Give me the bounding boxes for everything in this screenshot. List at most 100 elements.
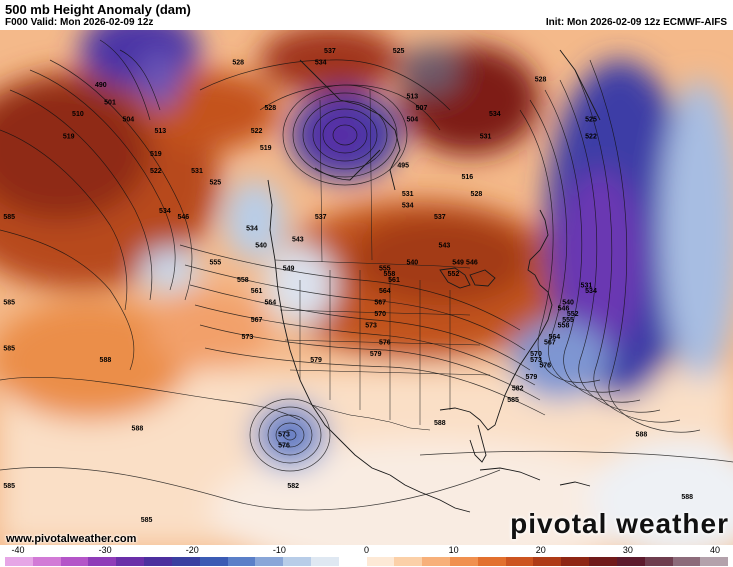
contour-label: 531 <box>402 191 414 198</box>
colorbar-cell <box>505 557 534 566</box>
colorbar-cell <box>533 557 562 566</box>
contour-label: 531 <box>191 168 203 175</box>
contour-label: 522 <box>251 128 263 135</box>
contour-label: 525 <box>585 117 597 124</box>
colorbar-cell <box>700 557 729 566</box>
contour-label: 573 <box>365 323 377 330</box>
contour-label: 585 <box>141 517 153 524</box>
colorbar: -40 -30 -20 -10 0 10 20 30 40 <box>0 545 733 567</box>
contour-label: 534 <box>585 288 597 295</box>
brand-logo: pivotal weather <box>510 508 729 539</box>
contour-label: 564 <box>264 300 276 307</box>
colorbar-cell <box>60 557 89 566</box>
colorbar-cell <box>450 557 478 566</box>
contour-label: 546 <box>558 305 570 312</box>
colorbar-tick-label: -30 <box>98 545 112 555</box>
colorbar-tick-label: -10 <box>272 545 286 555</box>
contour-label: 588 <box>132 426 144 433</box>
contour-label: 519 <box>63 134 75 141</box>
contour-label: 543 <box>292 237 304 244</box>
contour-label: 537 <box>434 214 446 221</box>
contour-label: 585 <box>3 483 15 490</box>
contour-label: 558 <box>384 271 396 278</box>
colorbar-tick-label: -20 <box>185 545 199 555</box>
contour-label: 585 <box>3 345 15 352</box>
contour-label: 504 <box>406 117 418 124</box>
contour-label: 585 <box>3 214 15 221</box>
contour-label: 567 <box>374 300 386 307</box>
contour-label: 573 <box>530 357 542 364</box>
contour-label: 567 <box>251 317 263 324</box>
map-panel[interactable]: 490 501 504 510 519 513 519 522 528 528 537 534 525 5… <box>0 30 733 545</box>
colorbar-tick-label: 20 <box>535 545 546 555</box>
contour-label: 519 <box>150 151 162 158</box>
colorbar-tick-label: 40 <box>709 545 721 555</box>
coastlines <box>267 49 601 513</box>
colorbar-strip <box>5 557 729 566</box>
contour-label: 531 <box>581 283 593 290</box>
contour-label: 579 <box>310 357 322 364</box>
contour-labels: 490 501 504 510 519 513 519 522 528 528 537 534 525 5… <box>3 48 693 524</box>
colorbar-cell <box>283 557 311 566</box>
colorbar-tick-label: 10 <box>448 545 459 555</box>
contour-label: 588 <box>681 494 693 501</box>
map-title: 500 mb Height Anomaly (dam) <box>5 2 191 17</box>
contour-label: 564 <box>548 334 560 341</box>
contour-label: 588 <box>636 431 648 438</box>
colorbar-cell <box>561 557 590 566</box>
colorbar-cell <box>477 557 506 566</box>
contour-label: 519 <box>260 145 272 152</box>
contour-label: 540 <box>255 242 267 249</box>
contour-label: 549 <box>452 260 464 267</box>
contour-label: 558 <box>558 323 570 330</box>
contour-label: 585 <box>3 300 15 307</box>
contour-label: 510 <box>72 111 84 118</box>
contour-label: 543 <box>439 242 451 249</box>
colorbar-cell <box>338 557 367 566</box>
anomaly-map[interactable]: 490 501 504 510 519 513 519 522 528 528 537 534 525 5… <box>0 30 733 545</box>
colorbar-cell <box>255 557 284 566</box>
colorbar-cell <box>171 557 200 566</box>
contour-label: 528 <box>232 59 244 66</box>
contour-label: 555 <box>562 317 574 324</box>
colorbar-cell <box>366 557 395 566</box>
contour-label: 576 <box>278 443 290 450</box>
colorbar-cell <box>227 557 256 566</box>
contour-label: 540 <box>406 260 418 267</box>
contour-label: 540 <box>562 300 574 307</box>
contour-label: 561 <box>251 288 263 295</box>
contour-label: 549 <box>283 265 295 272</box>
contour-label: 570 <box>530 351 542 358</box>
contour-label: 561 <box>388 277 400 284</box>
colorbar-cell <box>644 557 673 566</box>
colorbar-cell <box>116 557 145 566</box>
contour-label: 534 <box>315 59 327 66</box>
valid-time: F000 Valid: Mon 2026-02-09 12z <box>5 17 154 28</box>
contour-label: 534 <box>159 208 171 215</box>
contour-label: 537 <box>315 214 327 221</box>
contour-label: 579 <box>370 351 382 358</box>
contour-label: 522 <box>585 134 597 141</box>
colorbar-cell <box>589 557 617 566</box>
contour-label: 531 <box>480 134 492 141</box>
contour-label: 573 <box>242 334 254 341</box>
height-contours <box>0 39 733 511</box>
contour-label: 525 <box>209 180 221 187</box>
contour-label: 513 <box>154 128 166 135</box>
contour-label: 495 <box>397 162 409 169</box>
header: 500 mb Height Anomaly (dam) F000 Valid: … <box>0 0 733 30</box>
website-url[interactable]: www.pivotalweather.com <box>6 533 137 545</box>
colorbar-tick-labels: -40 -30 -20 -10 0 10 20 30 40 <box>0 545 733 556</box>
colorbar-cell <box>616 557 645 566</box>
contour-label: 570 <box>374 311 386 318</box>
contour-label: 588 <box>434 420 446 427</box>
contour-label: 516 <box>461 174 473 181</box>
contour-label: 546 <box>466 260 478 267</box>
contour-label: 513 <box>406 94 418 101</box>
contour-label: 534 <box>402 202 414 209</box>
init-time: Init: Mon 2026-02-09 12z ECMWF-AIFS <box>545 17 727 28</box>
contour-label: 558 <box>237 277 249 284</box>
contour-label: 504 <box>122 117 134 124</box>
contour-label: 585 <box>507 397 519 404</box>
political-borders <box>274 89 491 431</box>
